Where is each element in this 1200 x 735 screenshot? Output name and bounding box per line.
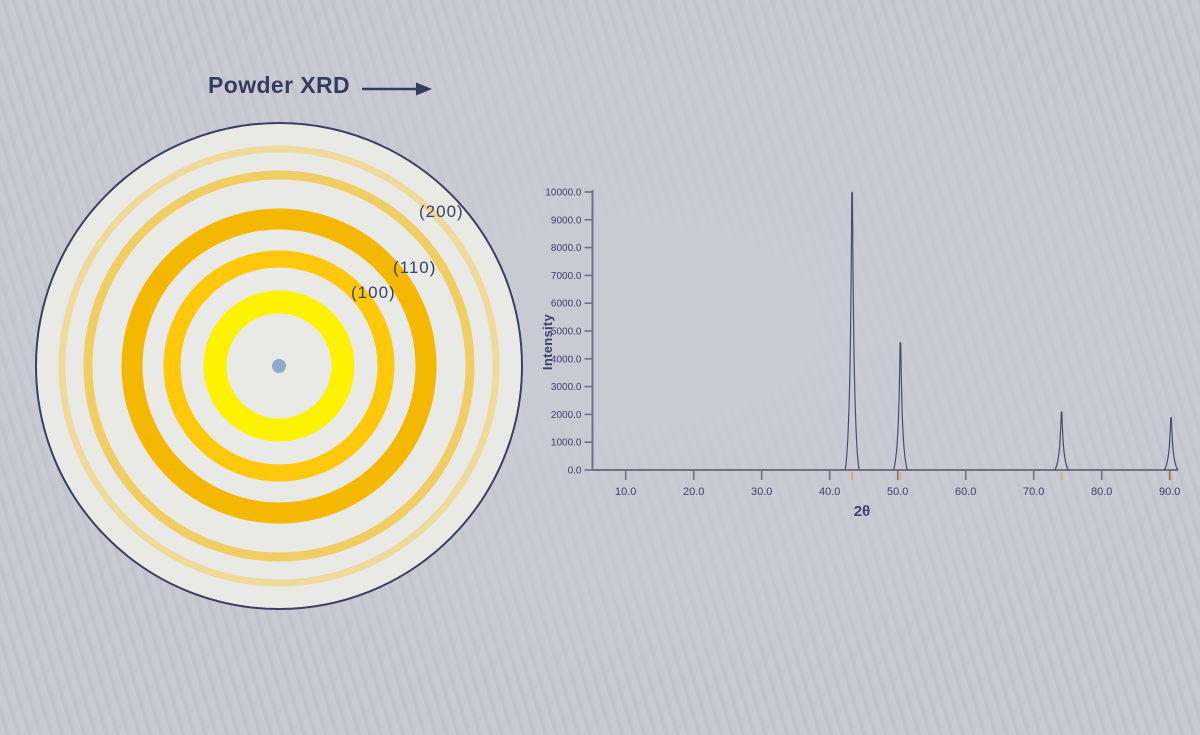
diffraction-ring-2	[163, 250, 395, 482]
ring-label: (100)	[351, 283, 396, 302]
diffraction-ring-4	[83, 170, 475, 562]
y-tick-label: 5000.0	[551, 327, 582, 338]
y-tick-label: 2000.0	[551, 410, 582, 421]
diffraction-ring-3	[121, 208, 437, 524]
x-tick-label: 40.0	[819, 486, 840, 498]
y-tick-label: 9000.0	[551, 215, 582, 226]
x-tick-label: 70.0	[1023, 486, 1044, 498]
content-layer: Powder XRD (100) (110) (200) 0.0 1000.0 2000…	[35, 72, 1180, 610]
xrd-peak	[1163, 417, 1179, 471]
ring-label: (110)	[393, 258, 437, 277]
powder-xrd-title: Powder XRD	[208, 72, 351, 98]
x-tick-label: 90.0	[1159, 486, 1180, 498]
beam-center-dot	[272, 359, 286, 373]
y-tick-label: 7000.0	[551, 271, 582, 282]
y-tick-label: 0.0	[568, 466, 582, 477]
x-tick-label: 50.0	[887, 486, 908, 498]
diffraction-ring-5-outer	[58, 145, 500, 587]
diffraction-ring-1-inner	[203, 290, 355, 442]
y-tick-label: 10000.0	[545, 188, 582, 199]
y-tick-label: 8000.0	[551, 243, 582, 254]
x-tick-label: 30.0	[751, 486, 772, 498]
x-tick-label: 60.0	[955, 486, 976, 498]
y-tick-label: 6000.0	[551, 299, 582, 310]
right-arrow-icon	[362, 82, 432, 96]
xrd-peak	[844, 191, 860, 471]
xrd-intensity-chart: 0.0 1000.0 2000.0 3000.0 4000.0 5000.0 6000.0 7…	[545, 188, 1180, 499]
xrd-peak	[1054, 411, 1070, 471]
y-axis-title: Intensity	[540, 313, 555, 371]
y-tick-label: 3000.0	[551, 382, 582, 393]
detector-screen	[35, 122, 523, 610]
x-tick-label: 80.0	[1091, 486, 1112, 498]
xrd-peak	[892, 341, 908, 471]
x-tick-label: 10.0	[615, 486, 636, 498]
x-tick-label: 20.0	[683, 486, 704, 498]
y-tick-label: 1000.0	[551, 438, 582, 449]
x-axis-title: 2θ	[853, 503, 871, 520]
ring-label: (200)	[419, 202, 464, 221]
y-tick-label: 4000.0	[551, 354, 582, 365]
